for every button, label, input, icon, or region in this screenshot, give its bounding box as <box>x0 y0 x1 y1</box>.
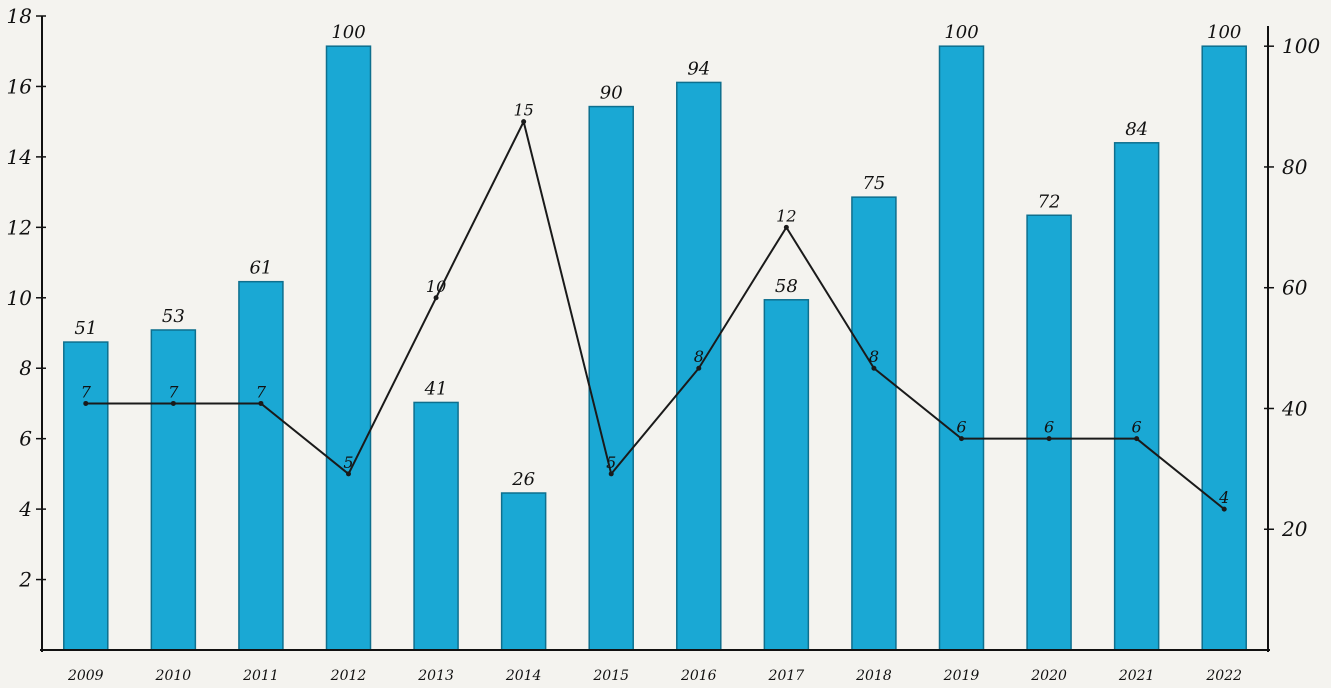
category-label-2011: 2011 <box>242 668 279 684</box>
line-label-2015: 5 <box>606 453 616 472</box>
bar-label-2011: 61 <box>249 258 272 279</box>
bar-2018 <box>851 196 897 651</box>
bar-2010 <box>150 329 197 651</box>
category-label-2015: 2015 <box>592 668 629 684</box>
line-point-2014 <box>521 119 527 125</box>
category-label-2014: 2014 <box>505 668 542 684</box>
line-label-2009: 7 <box>81 382 92 401</box>
left-tick-label-14: 14 <box>7 145 32 169</box>
line-label-2017: 12 <box>776 206 796 225</box>
line-point-2010 <box>170 400 176 406</box>
line-label-2020: 6 <box>1044 418 1054 437</box>
x-axis-category-labels: 2009 2010 2011 2012 2013 2014 2015 2016 2017 2018… <box>67 668 1242 684</box>
line-point-2018 <box>871 365 877 371</box>
bar-2015 <box>588 105 634 651</box>
bar-2019 <box>938 45 985 651</box>
left-tick-label-6: 6 <box>19 427 32 451</box>
bar-label-2014: 26 <box>511 469 535 490</box>
line-label-2014: 15 <box>513 101 533 120</box>
right-tick-label-80: 80 <box>1282 155 1308 179</box>
line-point-2021 <box>1134 436 1140 442</box>
bar-2021 <box>1113 142 1160 651</box>
category-label-2019: 2019 <box>943 668 980 684</box>
bar-2020 <box>1026 214 1072 651</box>
line-label-2021: 6 <box>1132 418 1142 437</box>
right-tick-label-60: 60 <box>1282 276 1308 300</box>
bar-label-2009: 51 <box>74 318 97 339</box>
line-label-2018: 8 <box>869 347 879 366</box>
bar-label-2017: 58 <box>775 276 798 297</box>
line-point-2022 <box>1221 506 1227 512</box>
line-point-2013 <box>433 295 439 301</box>
line-label-2022: 4 <box>1218 488 1229 507</box>
category-label-2013: 2013 <box>417 668 454 684</box>
left-axis-ticks: 2 4 6 8 10 12 14 16 18 <box>7 4 46 592</box>
category-label-2018: 2018 <box>855 668 892 684</box>
bar-series <box>63 45 1247 651</box>
left-tick-label-16: 16 <box>7 74 33 98</box>
line-label-2012: 5 <box>343 453 353 472</box>
line-label-2010: 7 <box>168 382 179 401</box>
category-label-2012: 2012 <box>330 668 367 684</box>
category-label-2009: 2009 <box>67 668 104 684</box>
line-point-2020 <box>1046 436 1052 442</box>
bar-2014 <box>500 492 547 651</box>
bar-label-2015: 90 <box>600 83 623 104</box>
bar-label-2016: 94 <box>687 58 710 79</box>
line-label-2011: 7 <box>256 382 267 401</box>
line-path <box>85 118 1225 510</box>
line-point-2011 <box>258 400 264 406</box>
bar-label-2013: 41 <box>424 378 448 399</box>
left-tick-label-8: 8 <box>19 356 32 380</box>
category-label-2016: 2016 <box>680 668 717 684</box>
bar-2009 <box>63 341 109 651</box>
bar-label-2012: 100 <box>331 22 365 43</box>
bar-2011 <box>238 280 284 651</box>
bar-2017 <box>763 299 810 651</box>
line-point-2009 <box>83 400 89 406</box>
bar-label-2020: 72 <box>1038 191 1061 212</box>
line-point-2017 <box>783 224 789 230</box>
left-tick-label-18: 18 <box>7 4 32 28</box>
bar-label-2019: 100 <box>944 22 978 43</box>
bar-label-2018: 75 <box>862 173 885 194</box>
right-axis-ticks: 20 40 60 80 100 <box>1264 34 1320 541</box>
category-label-2017: 2017 <box>768 668 805 684</box>
bar-label-2022: 100 <box>1207 22 1241 43</box>
right-tick-label-100: 100 <box>1282 34 1320 58</box>
right-tick-label-20: 20 <box>1281 517 1308 541</box>
category-label-2021: 2021 <box>1118 668 1155 684</box>
left-tick-label-2: 2 <box>18 568 32 592</box>
line-point-2016 <box>696 365 702 371</box>
line-label-2016: 8 <box>694 347 704 366</box>
category-label-2022: 2022 <box>1205 668 1242 684</box>
line-label-2019: 6 <box>956 418 966 437</box>
left-tick-label-4: 4 <box>18 497 32 521</box>
axes <box>40 16 1270 652</box>
category-label-2010: 2010 <box>155 668 192 684</box>
bar-2022 <box>1201 45 1247 651</box>
bar-label-2021: 84 <box>1125 119 1148 140</box>
line-label-2013: 10 <box>426 277 446 296</box>
line-series <box>83 118 1227 512</box>
bar-2013 <box>413 401 459 651</box>
left-tick-label-10: 10 <box>7 286 33 310</box>
left-tick-label-12: 12 <box>7 215 32 239</box>
category-label-2020: 2020 <box>1030 668 1067 684</box>
line-point-2015 <box>608 471 614 477</box>
line-point-2012 <box>346 471 351 477</box>
line-point-2019 <box>959 436 964 442</box>
right-tick-label-40: 40 <box>1281 396 1308 420</box>
bar-2012 <box>325 45 372 651</box>
bar-label-2010: 53 <box>162 306 185 327</box>
